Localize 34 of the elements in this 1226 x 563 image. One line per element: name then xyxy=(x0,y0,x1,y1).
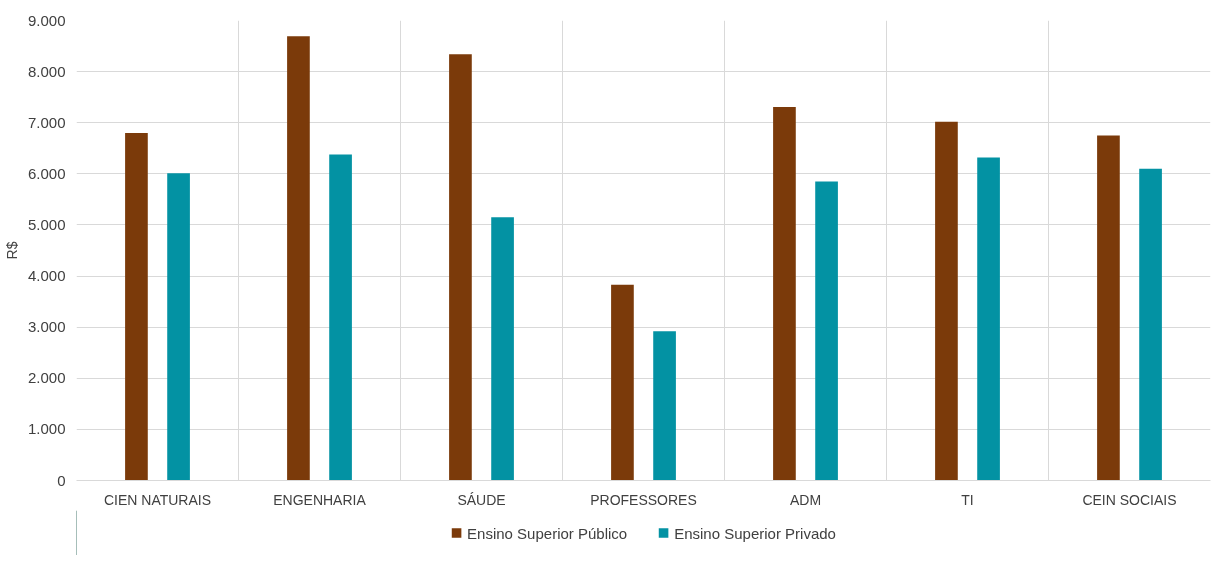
bar xyxy=(125,132,148,481)
x-tick-label: ADM xyxy=(789,491,822,508)
y-tick-label: 0 xyxy=(57,471,66,489)
y-tick-label: 6.000 xyxy=(27,164,66,182)
y-tick-label: 4.000 xyxy=(27,267,66,285)
bar xyxy=(773,106,796,481)
y-tick-label: 2.000 xyxy=(27,369,66,387)
x-tick-label: CEIN SOCIAIS xyxy=(1082,491,1177,508)
y-tick-label: 3.000 xyxy=(27,318,66,336)
x-tick-label: SÁUDE xyxy=(457,491,506,508)
bar xyxy=(491,217,514,481)
x-tick-label: ENGENHARIA xyxy=(273,491,367,508)
y-tick-label: 9.000 xyxy=(27,11,66,29)
bar xyxy=(815,181,838,481)
bar xyxy=(935,121,958,481)
y-tick-label: 8.000 xyxy=(27,62,66,80)
y-tick-label: 7.000 xyxy=(27,113,66,131)
y-axis-title: R$ xyxy=(3,241,20,260)
bar xyxy=(653,331,676,481)
x-tick-label: TI xyxy=(961,491,974,508)
bar xyxy=(1139,168,1162,481)
x-tick-label: CIEN NATURAIS xyxy=(103,491,212,508)
bar xyxy=(449,54,472,481)
bar xyxy=(611,284,634,481)
bar xyxy=(287,36,310,481)
y-tick-label: 1.000 xyxy=(27,420,66,438)
bar xyxy=(329,154,352,481)
legend-label: Ensino Superior Público xyxy=(467,524,628,541)
bar xyxy=(167,173,190,481)
bar xyxy=(977,157,1000,481)
legend-label: Ensino Superior Privado xyxy=(674,524,836,541)
y-tick-label: 5.000 xyxy=(27,215,66,233)
bar xyxy=(1097,135,1120,481)
x-tick-label: PROFESSORES xyxy=(590,491,697,508)
